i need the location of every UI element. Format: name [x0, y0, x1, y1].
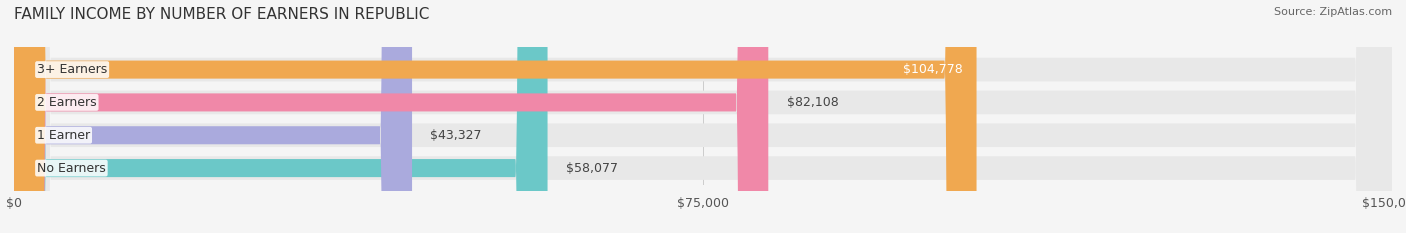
FancyBboxPatch shape — [14, 0, 768, 233]
FancyBboxPatch shape — [14, 0, 1392, 233]
Text: 3+ Earners: 3+ Earners — [37, 63, 107, 76]
Text: $104,778: $104,778 — [903, 63, 963, 76]
Text: $82,108: $82,108 — [787, 96, 838, 109]
Text: 2 Earners: 2 Earners — [37, 96, 97, 109]
FancyBboxPatch shape — [14, 0, 412, 233]
FancyBboxPatch shape — [14, 0, 1392, 233]
Text: $43,327: $43,327 — [430, 129, 482, 142]
Text: No Earners: No Earners — [37, 161, 105, 175]
FancyBboxPatch shape — [14, 0, 977, 233]
FancyBboxPatch shape — [14, 0, 547, 233]
Text: 1 Earner: 1 Earner — [37, 129, 90, 142]
Text: $58,077: $58,077 — [567, 161, 617, 175]
FancyBboxPatch shape — [14, 0, 1392, 233]
Text: Source: ZipAtlas.com: Source: ZipAtlas.com — [1274, 7, 1392, 17]
FancyBboxPatch shape — [14, 0, 1392, 233]
Text: FAMILY INCOME BY NUMBER OF EARNERS IN REPUBLIC: FAMILY INCOME BY NUMBER OF EARNERS IN RE… — [14, 7, 429, 22]
